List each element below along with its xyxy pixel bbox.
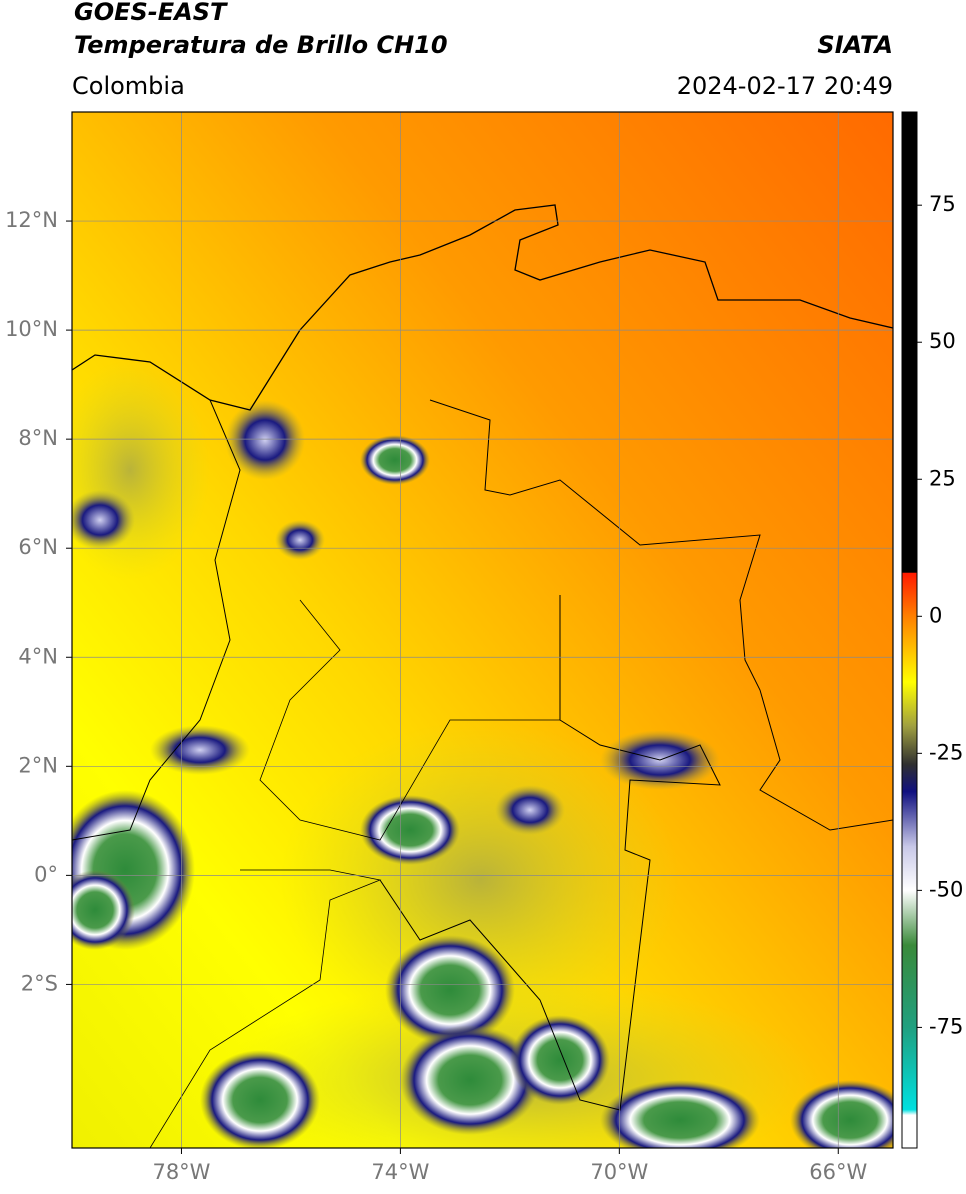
colorbar-tick-label: -75 bbox=[929, 1014, 963, 1038]
colorbar: 75 50 25 0 -25 -50 -75 bbox=[901, 111, 963, 1149]
lon-tick-label: 66°W bbox=[809, 1160, 867, 1184]
colorbar-tick-label: 0 bbox=[929, 603, 942, 627]
graticule bbox=[66, 112, 893, 1154]
lon-tick-label: 70°W bbox=[590, 1160, 648, 1184]
lat-tick-label: 2°N bbox=[18, 753, 58, 777]
colorbar-scale bbox=[901, 111, 918, 1149]
lat-tick-label: 12°N bbox=[5, 208, 58, 232]
source: SIATA bbox=[817, 31, 893, 59]
lat-tick-label: 4°N bbox=[18, 644, 58, 668]
title: GOES-EAST bbox=[74, 0, 228, 26]
lat-tick-label: 6°N bbox=[18, 535, 58, 559]
colorbar-tick-label: 75 bbox=[929, 192, 956, 216]
lon-tick-label: 78°W bbox=[152, 1160, 210, 1184]
map-frame bbox=[71, 111, 894, 1149]
subtitle: Temperatura de Brillo CH10 bbox=[74, 31, 448, 59]
datetime: 2024-02-17 20:49 bbox=[677, 72, 893, 100]
region: Colombia bbox=[72, 72, 185, 100]
colorbar-tick-label: -50 bbox=[929, 877, 963, 901]
colorbar-tick-label: -25 bbox=[929, 740, 963, 764]
lat-tick-label: 8°N bbox=[18, 426, 58, 450]
lon-tick-label: 74°W bbox=[371, 1160, 429, 1184]
colorbar-tick-label: 50 bbox=[929, 329, 956, 353]
lat-tick-label: 10°N bbox=[5, 317, 58, 341]
lat-tick-label: 2°S bbox=[21, 971, 58, 995]
lat-tick-label: 0° bbox=[34, 862, 58, 886]
colorbar-tick-label: 25 bbox=[929, 466, 956, 490]
satellite-image bbox=[72, 112, 893, 1148]
